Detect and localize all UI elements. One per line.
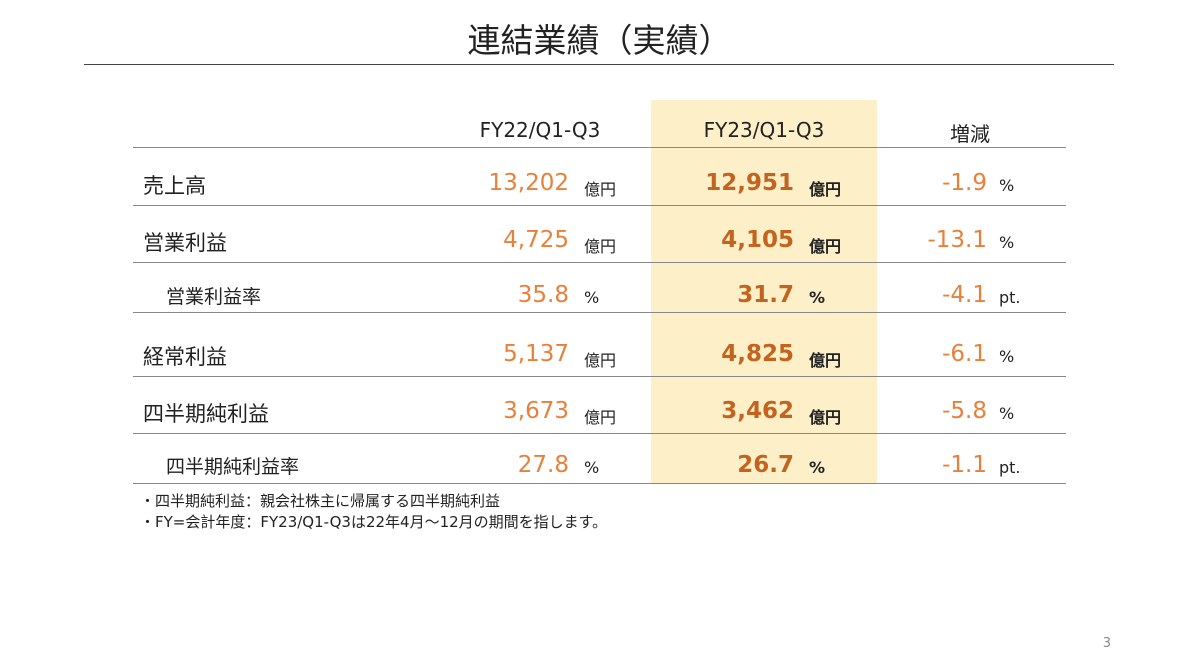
row-divider (133, 433, 1066, 434)
fy22-value: 5,137 (503, 341, 569, 367)
fy22-unit: 億円 (584, 351, 617, 370)
fy23-highlight-column (651, 100, 877, 483)
fy23-unit: % (809, 288, 826, 307)
change-unit: % (999, 347, 1015, 366)
row-label: 四半期純利益率 (166, 456, 300, 478)
fy22-value: 13,202 (488, 170, 569, 196)
fy22-unit: 億円 (584, 408, 617, 427)
change-unit: pt. (999, 288, 1021, 307)
row-divider (133, 483, 1066, 484)
row-label: 売上高 (143, 174, 206, 198)
fy23-unit: % (809, 458, 826, 477)
change-value: -4.1 (942, 282, 987, 308)
row-label: 経常利益 (143, 345, 227, 369)
note: ・FY=会計年度：FY23/Q1-Q3は22年4月～12月の期間を指します。 (140, 513, 608, 531)
title-divider (84, 64, 1114, 65)
change-value: -6.1 (942, 341, 987, 367)
fy23-value: 31.7 (737, 282, 794, 308)
fy22-unit: 億円 (584, 180, 617, 199)
header-fy22: FY22/Q1-Q3 (479, 118, 601, 142)
fy22-unit: % (584, 288, 600, 307)
fy23-value: 12,951 (705, 170, 794, 196)
header-divider (133, 147, 1066, 148)
fy23-unit: 億円 (809, 351, 842, 370)
row-divider (133, 262, 1066, 263)
fy23-unit: 億円 (809, 408, 842, 427)
fy23-unit: 億円 (809, 237, 842, 256)
change-unit: % (999, 176, 1015, 195)
header-change: 増減 (950, 122, 990, 146)
change-unit: % (999, 233, 1015, 252)
change-value: -1.9 (942, 170, 987, 196)
fy23-unit: 億円 (809, 180, 842, 199)
page-number: 3 (1102, 636, 1111, 651)
row-label: 四半期純利益 (143, 402, 269, 426)
fy23-value: 4,825 (721, 341, 794, 367)
fy22-value: 35.8 (517, 282, 569, 308)
fy23-value: 4,105 (721, 227, 794, 253)
header-fy23: FY23/Q1-Q3 (703, 118, 825, 142)
row-divider (133, 312, 1066, 313)
row-label: 営業利益 (143, 231, 227, 255)
row-label: 営業利益率 (166, 286, 262, 308)
fy22-value: 27.8 (517, 452, 569, 478)
page-title: 連結業績（実績） (467, 21, 732, 60)
fy22-unit: 億円 (584, 237, 617, 256)
change-unit: % (999, 404, 1015, 423)
fy22-value: 3,673 (503, 398, 569, 424)
change-value: -13.1 (927, 227, 987, 253)
note: ・四半期純利益：親会社株主に帰属する四半期純利益 (140, 492, 501, 510)
fy23-value: 3,462 (721, 398, 794, 424)
row-divider (133, 205, 1066, 206)
row-divider (133, 376, 1066, 377)
fy23-value: 26.7 (737, 452, 794, 478)
change-value: -1.1 (942, 452, 987, 478)
fy22-value: 4,725 (503, 227, 569, 253)
change-value: -5.8 (942, 398, 987, 424)
change-unit: pt. (999, 458, 1021, 477)
fy22-unit: % (584, 458, 600, 477)
